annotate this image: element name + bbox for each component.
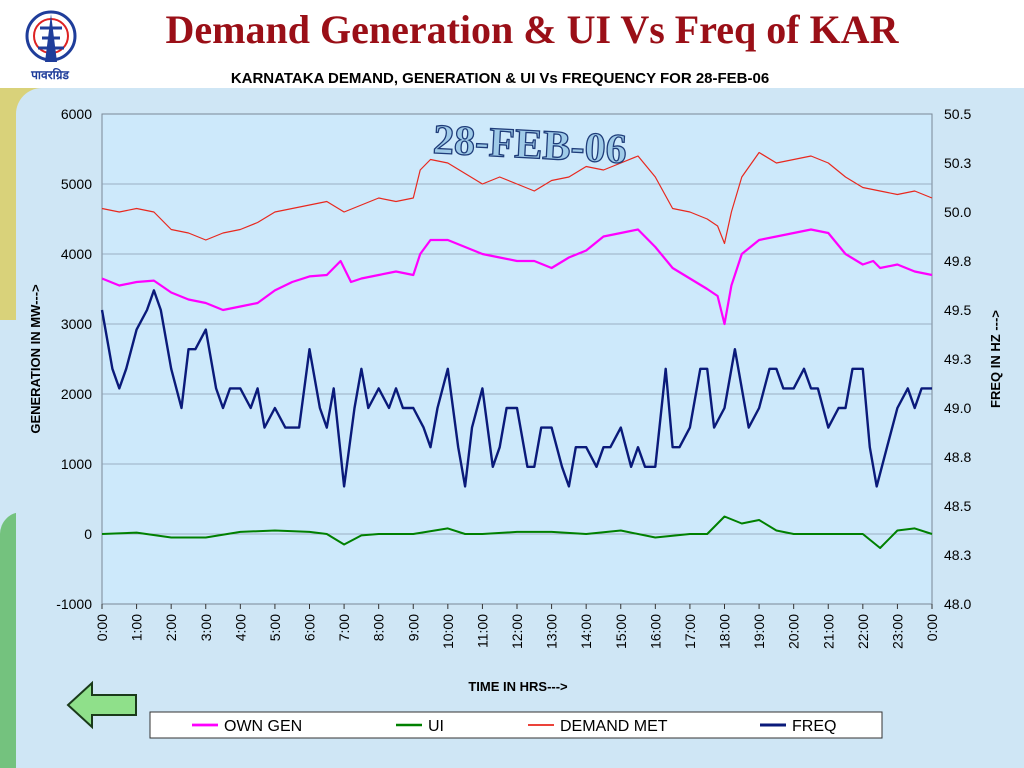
x-tick-label: 5:00 <box>267 614 283 641</box>
x-tick-label: 13:00 <box>544 614 560 649</box>
x-tick-label: 17:00 <box>682 614 698 649</box>
y-axis-left-label: GENERATION IN MW---> <box>28 284 43 434</box>
x-tick-label: 12:00 <box>509 614 525 649</box>
series-line-ui <box>101 515 933 549</box>
legend-label: DEMAND MET <box>560 718 668 735</box>
x-tick-label: 19:00 <box>751 614 767 649</box>
y-left-tick-label: 2000 <box>61 386 92 402</box>
chart-title: KARNATAKA DEMAND, GENERATION & UI Vs FRE… <box>230 70 770 87</box>
x-tick-label: 11:00 <box>474 614 490 648</box>
legend-label: UI <box>428 718 444 735</box>
x-tick-label: 8:00 <box>371 614 387 641</box>
y-left-tick-label: 0 <box>84 526 92 542</box>
y-right-tick-label: 49.0 <box>944 400 971 416</box>
y-right-tick-label: 48.3 <box>944 547 971 563</box>
x-tick-label: 20:00 <box>786 614 802 649</box>
y-left-tick-label: 4000 <box>61 246 92 262</box>
y-left-tick-label: 5000 <box>61 176 92 192</box>
y-right-tick-label: 50.3 <box>944 155 971 171</box>
back-arrow-button[interactable] <box>66 680 140 730</box>
x-tick-label: 16:00 <box>647 614 663 649</box>
series-layer <box>100 151 933 549</box>
date-watermark: 28-FEB-06 <box>432 117 628 173</box>
y-right-tick-label: 48.5 <box>944 498 971 514</box>
y-right-tick-label: 50.5 <box>944 106 971 122</box>
y-right-tick-label: 50.0 <box>944 204 971 220</box>
series-line-freq <box>100 289 932 488</box>
legend-label: FREQ <box>792 718 836 735</box>
x-tick-label: 0:00 <box>924 614 940 641</box>
plot-area <box>101 113 933 605</box>
x-tick-label: 22:00 <box>855 614 871 649</box>
x-tick-label: 23:00 <box>889 614 905 649</box>
legend: OWN GEN UI DEMAND MET FREQ <box>192 718 836 735</box>
x-tick-label: 2:00 <box>163 614 179 641</box>
x-tick-label: 18:00 <box>717 614 733 649</box>
y-axis-left-ticks: -1000 0 1000 2000 3000 4000 5000 6000 <box>56 106 92 612</box>
x-axis-label: TIME IN HRS---> <box>468 679 568 694</box>
x-tick-label: 10:00 <box>440 614 456 649</box>
y-right-tick-label: 49.5 <box>944 302 971 318</box>
x-tick-label: 1:00 <box>129 614 145 641</box>
y-left-tick-label: 6000 <box>61 106 92 122</box>
y-right-tick-label: 48.8 <box>944 449 971 465</box>
x-tick-label: 3:00 <box>198 614 214 641</box>
logo-text: पावरग्रिड <box>31 68 69 82</box>
x-tick-label: 14:00 <box>578 614 594 649</box>
x-tick-label: 9:00 <box>405 614 421 641</box>
y-left-tick-label: -1000 <box>56 596 92 612</box>
x-tick-label: 21:00 <box>820 614 836 649</box>
chart-svg: 28-FEB-06 -1000 0 1000 2000 3000 4000 5000 6000… <box>28 106 1003 739</box>
slide-title: Demand Generation & UI Vs Freq of KAR <box>165 7 899 52</box>
x-tick-label: 15:00 <box>613 614 629 649</box>
x-tick-label: 7:00 <box>336 614 352 641</box>
x-tick-label: 0:00 <box>94 614 110 641</box>
y-left-tick-label: 3000 <box>61 316 92 332</box>
y-right-tick-label: 49.8 <box>944 253 971 269</box>
x-tick-label: 4:00 <box>232 614 248 641</box>
y-axis-right-ticks: 48.0 48.3 48.5 48.8 49.0 49.3 49.5 49.8 50.0 50.3… <box>944 106 971 612</box>
legend-label: OWN GEN <box>224 718 302 735</box>
series-line-own-gen <box>101 228 933 326</box>
y-right-tick-label: 49.3 <box>944 351 971 367</box>
x-axis-ticks: 0:00 1:00 2:00 3:00 4:00 5:00 6:00 7:00 8:00 9:00… <box>94 604 940 649</box>
x-tick-label: 6:00 <box>302 614 318 641</box>
y-left-tick-label: 1000 <box>61 456 92 472</box>
left-arrow-icon <box>66 680 137 730</box>
y-right-tick-label: 48.0 <box>944 596 971 612</box>
powergrid-logo <box>12 6 90 86</box>
series-line-demand-met <box>101 151 933 245</box>
y-axis-right-label: FREQ IN HZ ---> <box>988 310 1003 408</box>
